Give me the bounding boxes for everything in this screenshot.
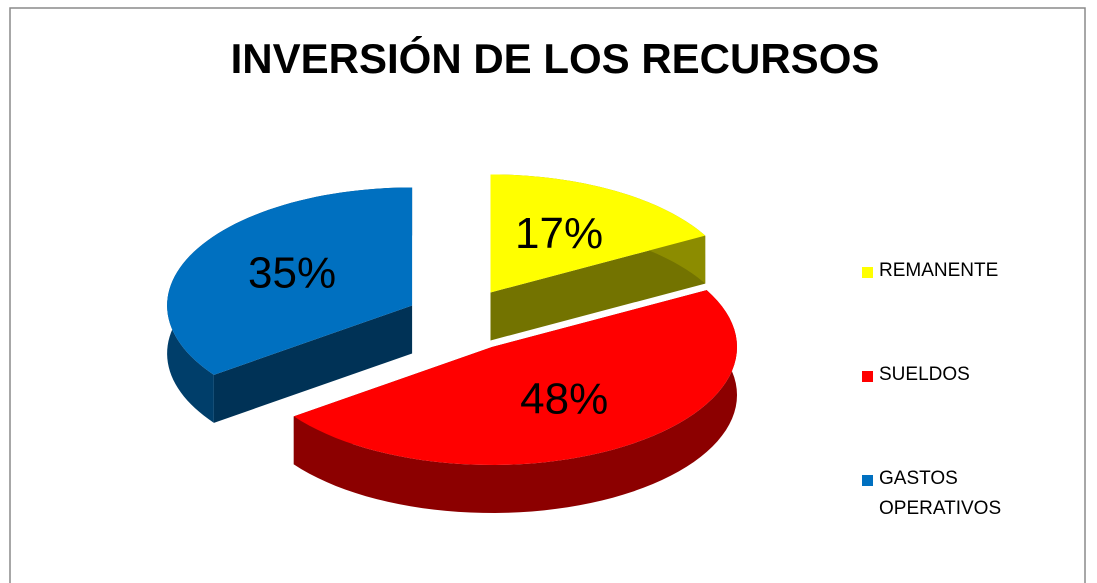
- data-label: 48%: [520, 374, 608, 423]
- data-label: 17%: [515, 209, 603, 258]
- legend-label: GASTOS OPERATIVOS: [879, 468, 1002, 519]
- legend-item: SUELDOS: [862, 364, 1062, 390]
- slice: 48%: [293, 290, 738, 514]
- legend-item: GASTOS OPERATIVOS: [862, 468, 1062, 524]
- data-label: 35%: [248, 249, 336, 298]
- legend-label: REMANENTE: [879, 260, 999, 281]
- pie: 17% 35% 48%: [167, 174, 738, 514]
- slice-side: [490, 235, 706, 341]
- slice-top: [167, 187, 413, 375]
- slice-rim: [293, 290, 738, 514]
- chart-title: INVERSIÓN DE LOS RECURSOS: [231, 34, 880, 82]
- legend-swatch: [862, 267, 873, 278]
- slice-top: [490, 174, 706, 293]
- legend-swatch: [862, 371, 873, 382]
- legend-label: SUELDOS: [879, 364, 970, 385]
- slice-top: [293, 290, 738, 466]
- slice: 35%: [167, 187, 413, 423]
- legend-item: REMANENTE: [862, 260, 1062, 286]
- legend-swatch: [862, 475, 873, 486]
- slice-side: [213, 305, 413, 423]
- slice: 17%: [490, 174, 706, 341]
